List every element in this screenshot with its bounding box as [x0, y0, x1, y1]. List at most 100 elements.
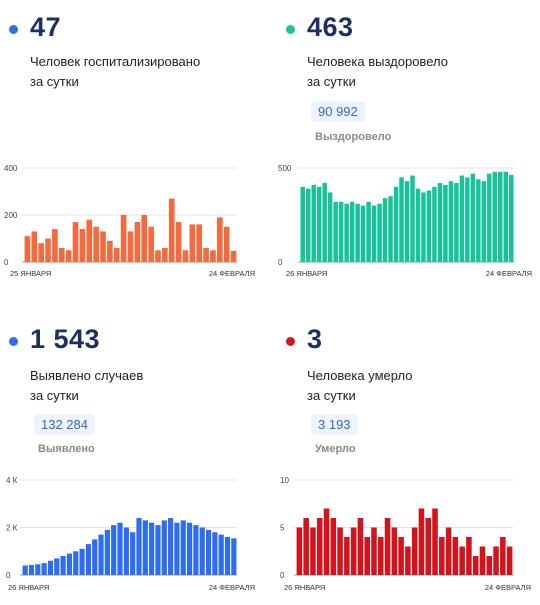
bar [85, 544, 91, 576]
y-tick-label: 0 [280, 571, 285, 580]
deaths-caption: Человека умерло за сутки [307, 366, 413, 406]
bar [149, 522, 155, 575]
bar [355, 203, 360, 262]
bar [205, 529, 212, 576]
bar [454, 183, 459, 262]
bar [509, 174, 514, 262]
bar [421, 192, 426, 262]
caption-line-2: за сутки [307, 388, 356, 403]
y-tick-label: 400 [4, 164, 18, 173]
bar [107, 240, 113, 262]
hospitalized-caption: Человек госпитализировано за сутки [30, 52, 200, 92]
caption-line-1: Человека выздоровело [307, 54, 448, 69]
y-tick-label: 4 К [6, 476, 18, 485]
bar [337, 527, 343, 575]
y-tick-label: 0 [278, 258, 283, 267]
bar [432, 186, 437, 262]
bar [357, 518, 364, 575]
bar [86, 219, 93, 262]
bar [174, 522, 180, 575]
bar [196, 224, 203, 262]
bar [311, 184, 316, 262]
bar [162, 247, 168, 262]
bar [349, 201, 355, 262]
bar [405, 546, 411, 575]
indicator-dot-icon [286, 25, 295, 34]
bar [66, 553, 73, 576]
recovered-value: 463 [307, 12, 354, 42]
bar [466, 537, 472, 575]
bar [330, 518, 337, 575]
bar [459, 546, 465, 575]
recovered-total: 90 992 [311, 101, 365, 122]
bar [31, 231, 38, 262]
x-start-label: 26 ЯНВАРЯ [284, 583, 325, 592]
bar [175, 222, 182, 262]
panel-recovered: 463 Человека выздоровело за сутки 90 992… [270, 0, 540, 302]
bar [382, 198, 388, 262]
bar [486, 556, 493, 575]
bar [310, 527, 316, 575]
indicator-dot-icon [286, 337, 295, 346]
bar [388, 196, 393, 262]
bar [503, 171, 509, 262]
x-start-label: 25 ЯНВАРЯ [10, 269, 51, 278]
y-tick-label: 2 К [6, 524, 18, 533]
bar [92, 539, 98, 576]
panel-cases: 1 543 Выявлено случаев за сутки 132 284 … [0, 302, 270, 604]
bar [498, 171, 503, 262]
cases-caption: Выявлено случаев за сутки [30, 366, 143, 406]
bar [487, 173, 492, 262]
bar [366, 201, 371, 262]
bar [52, 229, 58, 262]
bar [123, 527, 129, 575]
indicator-dot-icon [9, 25, 18, 34]
bar [472, 556, 479, 575]
recovered-chart: 0 500 26 ЯНВАРЯ 24 ФЕВРАЛЯ [278, 164, 532, 278]
bar [223, 226, 230, 262]
bar [500, 537, 506, 575]
bar [210, 250, 216, 262]
bar [300, 186, 305, 262]
bar [224, 537, 231, 575]
bar [142, 520, 148, 576]
bar [117, 522, 123, 575]
bar [199, 527, 205, 575]
bar [391, 527, 398, 575]
y-tick-label: 10 [280, 476, 289, 485]
bar [425, 518, 432, 575]
y-tick-label: 200 [4, 211, 18, 220]
bar [323, 508, 330, 575]
bar [28, 565, 35, 575]
indicator-dot-icon [9, 337, 18, 346]
bar [58, 247, 65, 262]
y-tick-label: 5 [280, 524, 285, 533]
bar [24, 236, 31, 262]
bar [371, 205, 377, 262]
recovered-caption: Человека выздоровело за сутки [307, 52, 448, 92]
bar [338, 201, 344, 262]
bar [333, 201, 338, 262]
bar [404, 181, 410, 262]
bar [54, 558, 60, 576]
bar [344, 537, 350, 575]
bar [476, 179, 481, 262]
bar [217, 217, 223, 262]
panel-deaths: 3 Человека умерло за сутки 3 193 Умерло … [270, 302, 540, 604]
bar [111, 525, 117, 576]
bar [148, 226, 154, 262]
bar [155, 250, 161, 262]
bar [182, 250, 189, 262]
bar [470, 173, 476, 262]
bar [465, 177, 470, 262]
bar [316, 518, 323, 575]
bar [384, 518, 391, 575]
bar [316, 186, 322, 262]
x-end-label: 24 ФЕВРАЛЯ [486, 269, 532, 278]
bar [134, 222, 141, 262]
caption-line-2: за сутки [307, 74, 356, 89]
bar [344, 203, 349, 262]
bar [443, 184, 448, 262]
bar [377, 203, 382, 262]
deaths-total: 3 193 [311, 414, 358, 435]
